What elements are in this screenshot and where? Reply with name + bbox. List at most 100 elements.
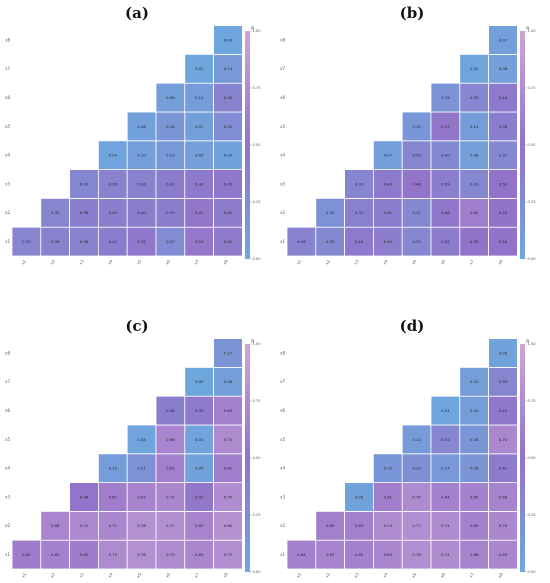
cell-value-label: 0.41 <box>109 239 118 244</box>
column-label: x7 <box>193 258 200 265</box>
cell-value-label: 0.72 <box>80 523 89 528</box>
heatmap-cell <box>98 140 128 171</box>
cell-value-label: 0.05 <box>224 153 233 158</box>
cell-value-label: 0.17 <box>224 350 233 355</box>
heatmap-cell <box>344 226 374 257</box>
colorbar-tick-label: 0.25 <box>528 200 536 204</box>
heatmap-cell <box>488 395 518 426</box>
cell-value-label: 0.78 <box>137 552 146 557</box>
cell-value-label: 0.73 <box>224 437 233 442</box>
colorbar-tick-label: 0.25 <box>253 200 261 204</box>
cell-value-label: 0.61 <box>470 210 479 215</box>
cell-value-label: 0.32 <box>412 239 421 244</box>
cell-value-label: 0.09 <box>195 153 204 158</box>
heatmap-cell <box>184 111 215 142</box>
heatmap-cell <box>488 539 518 570</box>
colorbar-tick-label: 0.25 <box>253 513 261 517</box>
cell-value-label: 0.64 <box>297 552 306 557</box>
cell-value-label: 0.61 <box>109 494 118 499</box>
heatmap-cell <box>126 226 157 257</box>
cell-value-label: 0.71 <box>166 494 175 499</box>
cell-value-label: 0.53 <box>195 239 204 244</box>
cell-value-label: 0.36 <box>297 239 306 244</box>
cell-value-label: 0.47 <box>195 494 204 499</box>
heatmap-cell <box>40 226 70 257</box>
column-label: x3 <box>78 258 85 265</box>
row-label: x6 <box>280 95 285 100</box>
heatmap-cell <box>126 424 157 455</box>
cell-value-label: 0.71 <box>109 523 118 528</box>
colorbar <box>245 344 250 572</box>
column-label: x1 <box>20 571 27 578</box>
heatmap-cell <box>488 424 518 455</box>
cell-value-label: 0.38 <box>80 210 89 215</box>
cell-value-label: 0.16 <box>166 124 175 129</box>
cell-value-label: 0.65 <box>470 523 479 528</box>
colorbar-tick-label: 0.00 <box>528 257 537 261</box>
heatmap-cell <box>155 226 186 257</box>
heatmap-cell <box>488 111 518 142</box>
heatmap-cell <box>155 510 186 541</box>
cell-value-label: 0.45 <box>137 239 146 244</box>
heatmap-cell <box>98 539 128 570</box>
column-label: x7 <box>193 571 200 578</box>
row-label: x4 <box>5 466 10 471</box>
cell-value-label: 0.05 <box>499 350 508 355</box>
row-label: x6 <box>5 408 10 413</box>
cell-value-label: 0.11 <box>470 124 479 129</box>
heatmap-cell <box>459 197 490 228</box>
colorbar-title: q <box>251 26 254 31</box>
heatmap-cell <box>69 539 99 570</box>
cell-value-label: 0.02 <box>470 66 479 71</box>
cell-value-label: 0.39 <box>441 181 450 186</box>
heatmap-cell <box>401 197 432 228</box>
row-label: x5 <box>280 437 285 442</box>
heatmap-cell <box>213 140 243 171</box>
column-label: x4 <box>107 258 114 265</box>
cell-value-label: 0.16 <box>470 437 479 442</box>
heatmap-cell <box>126 140 157 171</box>
cell-value-label: 0.04 <box>137 437 146 442</box>
cell-value-label: 0.30 <box>441 153 450 158</box>
heatmap-cell <box>488 25 518 55</box>
cell-value-label: 0.73 <box>109 552 118 557</box>
cell-value-label: 0.08 <box>166 95 175 100</box>
cell-value-label: 0.33 <box>355 181 364 186</box>
cell-value-label: 0.50 <box>470 239 479 244</box>
cell-value-label: 0.24 <box>412 466 421 471</box>
heatmap-cell <box>184 226 215 257</box>
column-label: x2 <box>324 258 331 265</box>
cell-value-label: 0.12 <box>412 437 421 442</box>
cell-value-label: 0.06 <box>137 124 146 129</box>
heatmap-panel: (b) 0.36 0.30 0.43 0.40 0.32 0.42 0.50 0.50 0.20 0… <box>280 4 536 266</box>
heatmap-cell <box>401 424 432 455</box>
heatmap-cell <box>98 482 128 512</box>
cell-value-label: 0.67 <box>137 494 146 499</box>
cell-value-label: 0.69 <box>384 552 393 557</box>
cell-value-label: 0.48 <box>412 181 421 186</box>
heatmap-cell <box>69 197 99 228</box>
heatmap-cell <box>488 338 518 368</box>
column-label: x3 <box>353 571 360 578</box>
heatmap-cell <box>459 395 490 426</box>
heatmap-cell <box>155 169 186 199</box>
cell-value-label: 0.37 <box>355 210 364 215</box>
heatmap-cell <box>459 54 490 84</box>
colorbar-tick-label: 0.75 <box>253 86 261 90</box>
cell-value-label: 0.21 <box>137 466 146 471</box>
column-label: x3 <box>353 258 360 265</box>
column-label: x2 <box>49 571 56 578</box>
heatmap-cell <box>459 424 490 455</box>
cell-value-label: 0.74 <box>412 494 421 499</box>
cell-value-label: 0.40 <box>109 210 118 215</box>
column-label: x4 <box>382 571 389 578</box>
heatmap-cell <box>315 539 345 570</box>
heatmap-cell <box>213 453 243 484</box>
cell-value-label: 0.10 <box>470 379 479 384</box>
column-label: x2 <box>49 258 56 265</box>
cell-value-label: 0.75 <box>224 494 233 499</box>
colorbar <box>245 31 250 259</box>
cell-value-label: 0.05 <box>355 494 364 499</box>
cell-value-label: 0.20 <box>326 210 335 215</box>
